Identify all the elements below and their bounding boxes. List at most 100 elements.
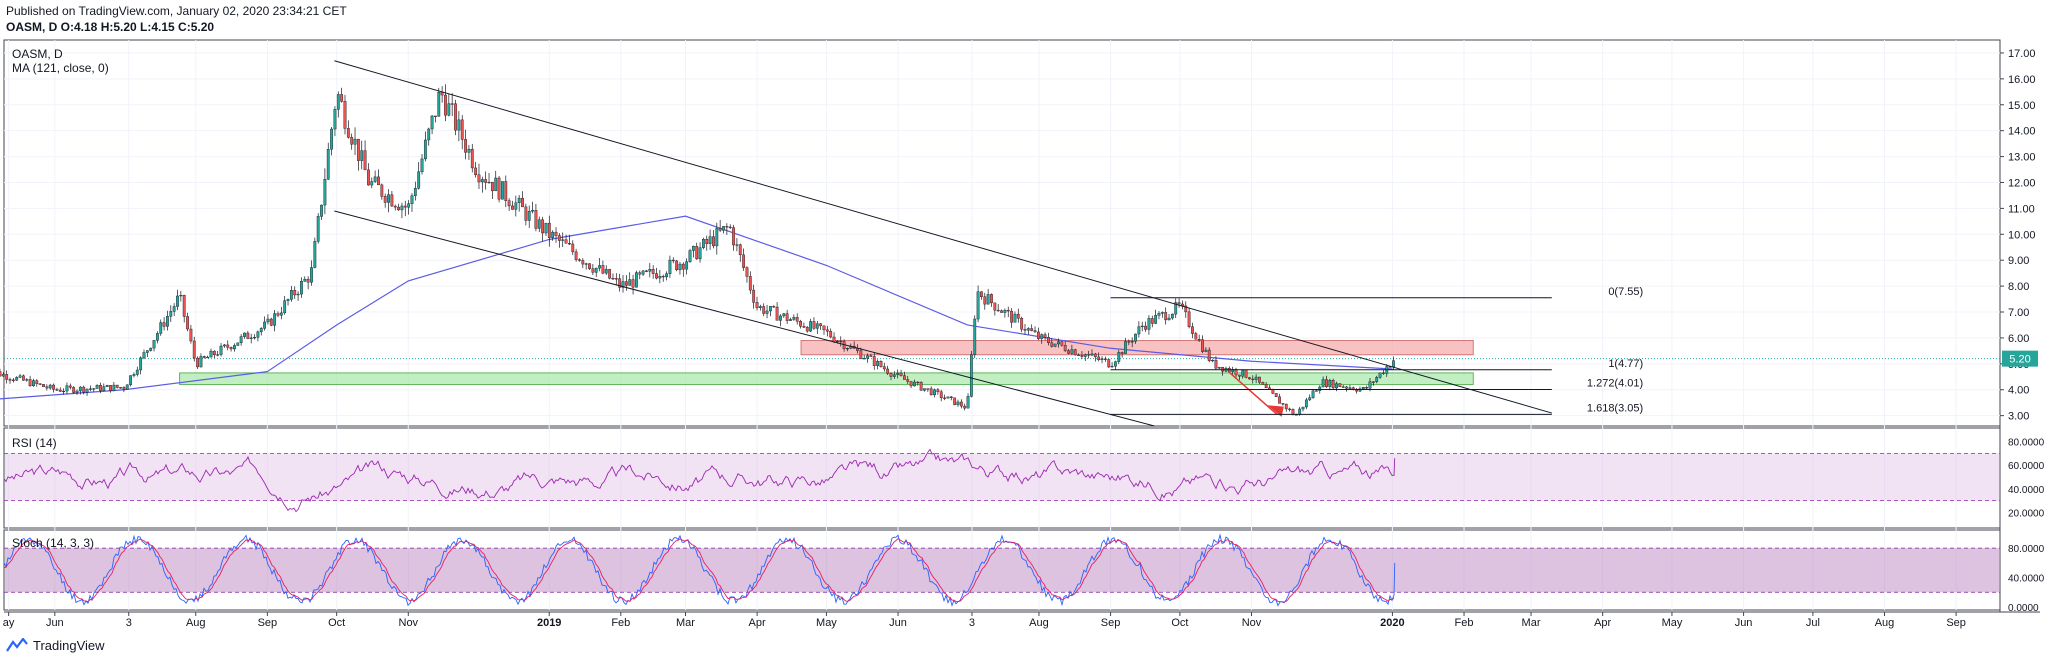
candle-body [1080, 355, 1084, 357]
time-tick-label: Jun [1735, 617, 1753, 629]
candle-body [825, 329, 829, 332]
candle-body [1207, 349, 1211, 362]
candle-body [35, 380, 39, 384]
candle-body [1304, 399, 1308, 408]
candle-body [306, 278, 310, 283]
candle-body [353, 138, 357, 145]
candle-body [862, 358, 866, 360]
time-tick-label: May [1662, 617, 1683, 629]
ma-121-line [0, 215, 1393, 400]
candle-body [959, 401, 963, 407]
candle-body [1301, 406, 1305, 410]
candle-body [1261, 382, 1265, 385]
candle-body [1382, 372, 1385, 374]
candle-body [25, 379, 29, 381]
rsi-tick-label: 40.0000 [2008, 485, 2045, 496]
candle-body [762, 306, 766, 314]
candle-body [15, 377, 19, 381]
candle-body [370, 181, 374, 186]
rsi-tick-label: 20.0000 [2008, 508, 2045, 519]
candle-body [665, 273, 668, 278]
candle-body [109, 385, 112, 391]
candle-body [430, 115, 434, 130]
candle-body [320, 204, 323, 217]
stoch-d-line [3, 538, 1395, 603]
candle-body [926, 388, 930, 390]
candle-body [1043, 334, 1047, 338]
candle-body [1331, 380, 1335, 389]
candle-body [142, 352, 146, 359]
tradingview-brand[interactable]: TradingView [6, 636, 105, 654]
candle-body [484, 179, 488, 183]
candle-body [521, 197, 524, 208]
candle-body [350, 137, 354, 145]
candle-body [182, 294, 186, 317]
price-tick-label: 7.00 [2008, 307, 2029, 319]
candle-body [618, 278, 622, 288]
time-tick-label: Feb [1455, 617, 1474, 629]
time-tick-label: 3 [126, 617, 132, 629]
price-pane[interactable] [3, 39, 2001, 427]
candle-body [846, 348, 849, 350]
candle-body [58, 389, 62, 392]
stoch-tick-label: 0.0000 [2008, 603, 2039, 614]
candle-body [162, 322, 166, 327]
candle-body [1110, 365, 1114, 368]
candle-body [48, 384, 52, 389]
candle-body [427, 128, 431, 141]
candle-body [1217, 366, 1221, 369]
candle-body [360, 150, 364, 161]
candle-body [611, 278, 615, 280]
candle-body [641, 270, 645, 275]
candle-body [135, 369, 139, 375]
candle-body [661, 275, 665, 278]
candle-body [1006, 309, 1010, 312]
candle-body [233, 345, 236, 350]
candle-body [896, 372, 900, 375]
candle-body [551, 231, 555, 238]
candle-body [457, 119, 461, 131]
candle-body [1140, 325, 1144, 328]
candle-body [1154, 315, 1158, 324]
candle-body [614, 278, 618, 280]
candle-body [236, 342, 240, 346]
rsi-lines [3, 448, 2000, 513]
candle-body [367, 169, 370, 186]
candle-body [1107, 359, 1111, 368]
candle-body [222, 344, 226, 347]
candle-body [1201, 339, 1204, 352]
candle-body [507, 200, 511, 207]
candle-body [772, 306, 776, 308]
candle-body [688, 250, 692, 262]
candle-body [310, 267, 313, 283]
price-tick-label: 9.00 [2008, 255, 2029, 267]
candle-body [805, 326, 809, 332]
candle-body [403, 205, 407, 208]
candle-body [209, 350, 213, 358]
candle-body [434, 115, 437, 117]
candle-body [397, 206, 400, 211]
candle-body [936, 389, 940, 393]
candle-body [708, 236, 712, 244]
candle-body [732, 227, 735, 246]
candle-body [380, 184, 384, 197]
candle-body [859, 350, 863, 359]
candle-body [695, 246, 699, 260]
candle-body [1361, 387, 1365, 390]
candle-body [1057, 341, 1060, 345]
candle-body [742, 254, 746, 268]
candle-body [1150, 318, 1154, 324]
candle-body [176, 295, 179, 307]
symbol-ohlc-header: OASM, D O:4.18 H:5.20 L:4.15 C:5.20 [6, 20, 215, 34]
candle-body [869, 355, 873, 357]
candle-body [400, 205, 404, 211]
candle-body [450, 103, 454, 105]
candle-body [1010, 310, 1013, 323]
candle-body [169, 311, 173, 317]
candle-body [681, 263, 685, 270]
candle-body [1087, 354, 1091, 356]
candle-body [410, 195, 414, 204]
candle-body [99, 385, 102, 391]
candle-body [913, 381, 916, 387]
